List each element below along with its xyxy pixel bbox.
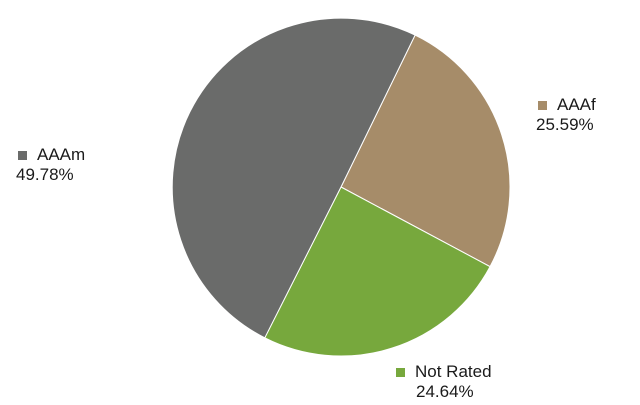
label-not-rated: Not Rated 24.64% [396, 362, 492, 402]
not-rated-percent: 24.64% [416, 382, 474, 401]
pie-slice-aaam [171, 17, 416, 339]
aaaf-swatch [538, 100, 547, 110]
label-aaam: AAAm 49.78% [16, 145, 86, 185]
aaam-swatch [18, 150, 27, 160]
aaam-percent: 49.78% [16, 165, 74, 184]
aaaf-name: AAAf [557, 95, 596, 114]
aaam-name: AAAm [37, 145, 86, 164]
aaaf-percent: 25.59% [536, 115, 594, 134]
not-rated-name: Not Rated [415, 362, 492, 381]
label-aaaf: AAAf 25.59% [536, 95, 596, 135]
not-rated-swatch [396, 367, 405, 377]
pie-slice-not-rated [264, 186, 491, 357]
pie-slice-aaaf [340, 34, 511, 268]
